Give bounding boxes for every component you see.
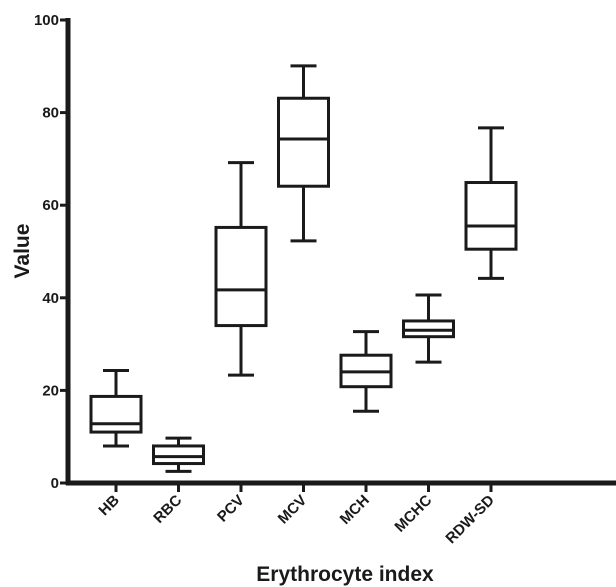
y-tick-label-100: 100 [34, 12, 59, 29]
box-mcv [277, 96, 330, 188]
box-hb [89, 394, 143, 434]
x-tick-label-mch: MCH [337, 492, 373, 528]
box-rdw-sd [464, 181, 518, 251]
boxes [89, 64, 518, 473]
y-tick-label-80: 80 [42, 105, 59, 122]
axes [60, 18, 616, 492]
y-axis-title: Value [11, 224, 34, 279]
x-tick-label-rdw-sd: RDW-SD [442, 492, 498, 548]
x-tick-label-mchc: MCHC [391, 492, 435, 536]
box-rbc [152, 444, 205, 466]
y-tick-label-40: 40 [42, 290, 59, 307]
box-pcv [214, 225, 268, 328]
x-axis-title: Erythrocyte index [256, 563, 434, 586]
y-tick-label-60: 60 [42, 197, 59, 214]
x-tick-label-mcv: MCV [275, 492, 311, 528]
x-tick-label-rbc: RBC [150, 492, 185, 527]
y-tick-label-20: 20 [42, 382, 59, 399]
y-tick-label-0: 0 [51, 475, 59, 492]
x-tick-label-pcv: PCV [214, 492, 248, 526]
x-tick-label-hb: HB [95, 492, 122, 519]
